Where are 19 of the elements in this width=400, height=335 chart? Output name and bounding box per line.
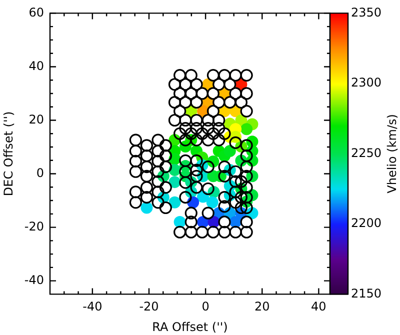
x-tick-label: 20 <box>254 300 270 314</box>
color-bar-label: 2150 <box>351 286 382 300</box>
y-axis-title: DEC Offset ('') <box>1 111 16 196</box>
color-bar-label: 2250 <box>351 146 382 160</box>
color-bar-label: 2300 <box>351 76 382 90</box>
color-bar-title: Vhelio (km/s) <box>385 114 400 194</box>
x-axis-title: RA Offset ('') <box>152 320 228 334</box>
y-tick-label: 60 <box>28 5 44 20</box>
x-tick-label: 0 <box>202 300 210 314</box>
x-tick-label: 40 <box>311 300 326 314</box>
y-tick-label: 20 <box>28 112 44 126</box>
y-tick-label: -20 <box>24 219 44 234</box>
color-bar-label: 2200 <box>351 216 382 230</box>
y-tick-label: 0 <box>36 166 44 180</box>
color-bar-label: 2350 <box>351 5 382 20</box>
x-tick-label: -20 <box>139 300 159 314</box>
x-tick-label: -40 <box>82 300 102 314</box>
y-tick-label: 40 <box>28 58 44 73</box>
y-tick-label: -40 <box>24 272 44 287</box>
